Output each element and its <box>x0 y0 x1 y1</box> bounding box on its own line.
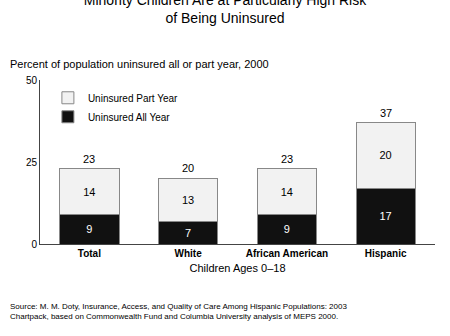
svg-text:Total: Total <box>78 248 101 259</box>
svg-text:13: 13 <box>182 194 194 206</box>
svg-text:9: 9 <box>284 223 290 235</box>
svg-text:23: 23 <box>281 153 293 165</box>
svg-text:9: 9 <box>86 223 92 235</box>
svg-text:Hispanic: Hispanic <box>365 248 407 259</box>
svg-text:Minority Children Are at Parti: Minority Children Are at Particularly Hi… <box>84 0 367 26</box>
svg-text:20: 20 <box>380 149 392 161</box>
svg-text:Uninsured Part Year: Uninsured Part Year <box>88 93 178 104</box>
svg-text:25: 25 <box>26 157 38 168</box>
svg-text:7: 7 <box>185 227 191 239</box>
svg-text:0: 0 <box>31 239 37 250</box>
svg-text:14: 14 <box>281 186 293 198</box>
svg-text:Source: M. M. Doty, Insurance,: Source: M. M. Doty, Insurance, Access, a… <box>10 302 347 321</box>
svg-text:50: 50 <box>26 75 38 86</box>
svg-text:Uninsured All Year: Uninsured All Year <box>88 112 170 123</box>
svg-text:African American: African American <box>246 248 328 259</box>
svg-text:Percent of population uninsure: Percent of population uninsured all or p… <box>10 58 269 70</box>
svg-text:White: White <box>175 248 203 259</box>
svg-text:Children Ages 0–18: Children Ages 0–18 <box>189 262 285 274</box>
svg-text:23: 23 <box>83 153 95 165</box>
svg-text:17: 17 <box>380 210 392 222</box>
svg-text:14: 14 <box>83 186 95 198</box>
svg-text:37: 37 <box>380 107 392 119</box>
svg-text:20: 20 <box>182 162 194 174</box>
